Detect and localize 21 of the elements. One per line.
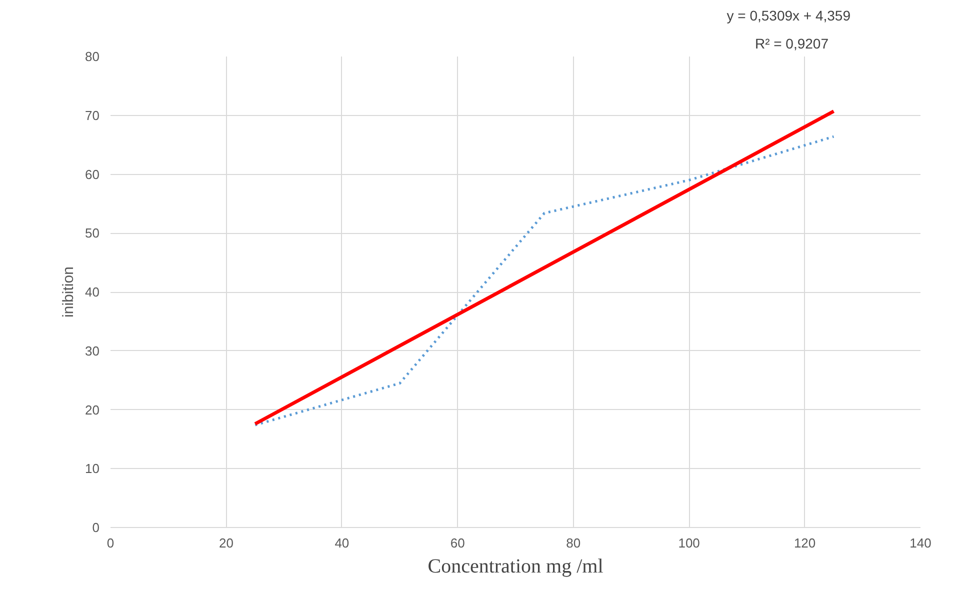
y-tick-label: 20 — [85, 402, 100, 418]
y-tick-label: 10 — [85, 461, 100, 476]
x-tick-label: 140 — [910, 536, 932, 550]
x-tick-label: 120 — [794, 536, 816, 550]
x-tick-label: 0 — [106, 536, 114, 550]
text: R² = 0,9207 — [754, 36, 829, 52]
y-tick-label: 0 — [92, 520, 100, 535]
y-tick-label: 50 — [85, 226, 100, 241]
x-tick-label: 100 — [678, 536, 700, 550]
y-tick-label: 30 — [85, 343, 100, 358]
y-tick-label: 40 — [85, 284, 100, 300]
y-tick-label: 80 — [85, 49, 100, 64]
x-axis-title: Concentration mg /ml — [428, 556, 604, 578]
y-axis-title: inibition — [60, 266, 78, 318]
x-tick-label: 80 — [566, 536, 581, 550]
x-tick-label: 20 — [218, 536, 234, 550]
x-tick-label: 40 — [334, 536, 350, 550]
y-tick-label: 60 — [85, 166, 100, 182]
x-tick-label: 60 — [450, 536, 465, 550]
text: y = 0,5309x + 4,359 — [726, 8, 851, 24]
y-tick-label: 70 — [85, 108, 100, 123]
